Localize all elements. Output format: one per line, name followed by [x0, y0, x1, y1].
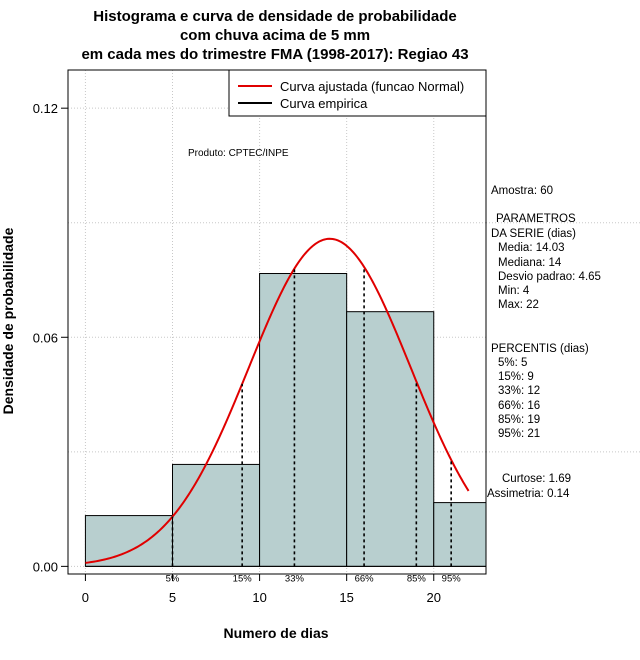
legend-box [228, 69, 487, 117]
y-tick-label: 0.00 [33, 559, 58, 574]
stat-p95: 95%: 21 [498, 428, 540, 440]
histogram-bar [172, 463, 261, 567]
legend-label-empirical: Curva empirica [280, 96, 368, 111]
percentile-label: 33% [285, 573, 305, 584]
chart-title-line-1: Histograma e curva de densidade de proba… [93, 8, 456, 25]
x-axis-title: Numero de dias [223, 625, 328, 641]
histogram-bar [259, 273, 348, 567]
stat-min: Min: 4 [498, 285, 530, 297]
percentile-label: 15% [233, 573, 253, 584]
stats-panel: Amostra: 60 PARAMETROS DA SERIE (dias) M… [487, 185, 601, 500]
stat-p33: 33%: 12 [498, 385, 540, 397]
stat-p5: 5%: 5 [498, 357, 527, 369]
stat-mediana: Mediana: 14 [498, 257, 562, 269]
legend-label-fitted: Curva ajustada (funcao Normal) [280, 79, 464, 94]
histogram-bars [84, 273, 487, 567]
y-tick-label: 0.12 [33, 101, 58, 116]
histogram-bar [84, 515, 173, 567]
chart-title-line-2: com chuva acima de 5 mm [180, 27, 370, 44]
percentile-label: 85% [407, 573, 427, 584]
x-tick-label: 15 [339, 590, 353, 605]
stat-assimetria: Assimetria: 0.14 [487, 488, 570, 500]
chart-title-line-3: em cada mes do trimestre FMA (1998-2017)… [81, 46, 468, 63]
percentile-label: 66% [355, 573, 375, 584]
fitted-curve-layer [85, 237, 470, 564]
percentile-label: 95% [442, 573, 462, 584]
stat-desvio: Desvio padrao: 4.65 [498, 271, 601, 283]
stat-p15: 15%: 9 [498, 371, 534, 383]
axes: 0 5 10 15 20 0.00 0.06 0.12 [33, 101, 441, 605]
histogram-bar [346, 311, 435, 567]
stat-media: Media: 14.03 [498, 242, 565, 254]
x-tick-label: 5 [169, 590, 176, 605]
fitted-normal-curve [85, 237, 470, 564]
stat-p85: 85%: 19 [498, 414, 540, 426]
stat-params-header-1: PARAMETROS [496, 213, 576, 225]
histogram-bar [433, 502, 487, 567]
stat-params-header-2: DA SERIE (dias) [491, 228, 576, 240]
y-axis-title: Densidade de probabilidade [0, 227, 16, 414]
stat-percentis-header: PERCENTIS (dias) [491, 343, 589, 355]
stat-sample: Amostra: 60 [491, 185, 553, 197]
stat-p66: 66%: 16 [498, 400, 540, 412]
stat-curtose: Curtose: 1.69 [502, 473, 571, 485]
x-tick-label: 10 [252, 590, 266, 605]
product-annotation: Produto: CPTEC/INPE [188, 148, 289, 159]
y-tick-label: 0.06 [33, 330, 58, 345]
legend: Curva ajustada (funcao Normal) Curva emp… [228, 69, 487, 117]
x-tick-label: 0 [82, 590, 89, 605]
x-tick-label: 20 [427, 590, 441, 605]
stat-max: Max: 22 [498, 299, 539, 311]
